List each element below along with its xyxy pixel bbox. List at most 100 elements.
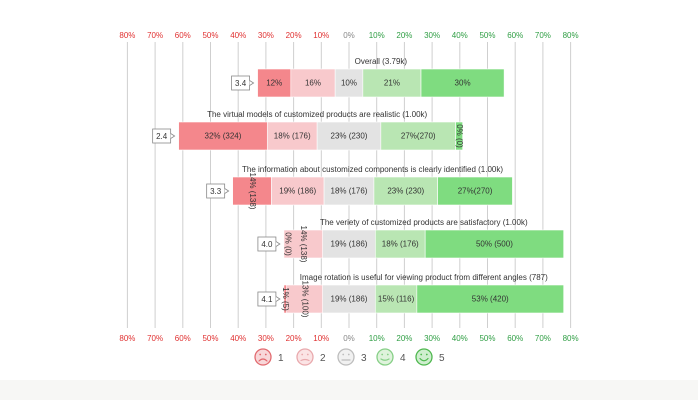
segment-label: 12% — [266, 79, 282, 88]
x-tick-label: 70% — [147, 334, 163, 343]
x-tick-label: 30% — [424, 334, 440, 343]
neutral-face-icon — [337, 348, 355, 366]
bar-segment — [375, 229, 426, 259]
x-tick-label: 20% — [286, 31, 302, 40]
segment-label: 21% — [384, 79, 400, 88]
x-tick-label: 70% — [535, 31, 551, 40]
slight-smile-face-icon — [376, 348, 394, 366]
segment-label: 1% (5) — [281, 287, 290, 311]
segment-label: 18% (176) — [274, 132, 311, 141]
row-title: The virtual models of customized product… — [207, 110, 427, 119]
bar-segment — [316, 121, 382, 151]
bar-segment — [373, 176, 438, 206]
score-pointer — [224, 188, 230, 194]
bar-segment — [375, 284, 418, 314]
smile-face-icon — [415, 348, 433, 366]
legend-label: 2 — [320, 353, 326, 364]
row-title: The veriety of customized products are s… — [320, 218, 528, 227]
legend: 1 2 3 4 5 — [254, 348, 445, 366]
bar-segment — [178, 121, 268, 151]
segment-label: 0% (0) — [455, 124, 464, 148]
segment-label: 16% — [305, 79, 321, 88]
x-tick-label: 0% — [343, 334, 355, 343]
segment-label: 15% (116) — [378, 295, 415, 304]
x-tick-label: 20% — [396, 31, 412, 40]
x-tick-label: 30% — [424, 31, 440, 40]
legend-label: 1 — [278, 353, 284, 364]
segment-label: 50% (500) — [476, 240, 513, 249]
x-tick-label: 50% — [479, 334, 495, 343]
score-value: 2.4 — [156, 132, 168, 141]
bar-segment — [257, 68, 292, 98]
face-eye — [306, 353, 309, 356]
slight-frown-face-icon — [296, 348, 314, 366]
x-tick-label: 60% — [175, 334, 191, 343]
legend-label: 3 — [361, 353, 367, 364]
score-value: 4.0 — [261, 240, 273, 249]
segment-label: 13% (100) — [301, 281, 310, 318]
legend-item: 4 — [376, 348, 406, 366]
segment-label: 0% (0) — [283, 232, 292, 256]
face-mouth — [380, 358, 390, 361]
legend-item: 1 — [254, 348, 284, 366]
segment-label: 27%(270) — [458, 187, 493, 196]
score-value: 3.4 — [235, 79, 247, 88]
score-pointer — [275, 296, 281, 302]
bar-segment — [424, 229, 564, 259]
frown-face-icon — [254, 348, 272, 366]
x-tick-label: 20% — [396, 334, 412, 343]
bar-segment — [322, 229, 376, 259]
x-tick-label: 20% — [286, 334, 302, 343]
score-pointer — [249, 80, 255, 86]
segment-label: 23% (230) — [331, 132, 368, 141]
segment-label: 30% — [455, 79, 471, 88]
x-tick-label: 30% — [258, 31, 274, 40]
chart-row: The information about customized compone… — [206, 165, 513, 210]
bar-segment — [334, 68, 364, 98]
x-tick-label: 70% — [535, 334, 551, 343]
legend-label: 4 — [400, 353, 406, 364]
x-tick-label: 80% — [119, 334, 135, 343]
x-tick-label: 30% — [258, 334, 274, 343]
bar-segment — [420, 68, 505, 98]
x-tick-label: 40% — [452, 334, 468, 343]
x-tick-label: 40% — [452, 31, 468, 40]
x-axis-top: 80% 70% 60% 50% 40% 30% 20% 10% 0% 10% 20% 30% 40% 50… — [119, 31, 578, 40]
face-eye — [259, 353, 262, 356]
bar-segment — [323, 176, 375, 206]
x-tick-label: 70% — [147, 31, 163, 40]
face-eye — [420, 353, 423, 356]
bar-segment — [380, 121, 456, 151]
segment-label: 18% (176) — [331, 187, 368, 196]
face-eye — [381, 353, 384, 356]
bar-segment — [290, 68, 336, 98]
x-tick-label: 50% — [479, 31, 495, 40]
score-value: 4.1 — [261, 295, 273, 304]
x-tick-label: 10% — [369, 334, 385, 343]
x-tick-label: 10% — [313, 31, 329, 40]
legend-label: 5 — [439, 353, 445, 364]
bar-segment — [286, 284, 323, 314]
segment-label: 53% (420) — [472, 295, 509, 304]
segment-label: 14% (138) — [299, 226, 308, 263]
x-tick-label: 80% — [119, 31, 135, 40]
bar-segment — [271, 176, 325, 206]
face-eye — [425, 353, 428, 356]
footer-strip — [0, 380, 698, 400]
x-axis-bottom: 80% 70% 60% 50% 40% 30% 20% 10% 0% 10% 20% 30% 40% 50… — [119, 334, 578, 343]
row-title: The information about customized compone… — [242, 165, 503, 174]
x-tick-label: 50% — [202, 334, 218, 343]
bar-segment — [232, 176, 272, 206]
score-pointer — [170, 133, 176, 139]
face-eye — [342, 353, 345, 356]
x-tick-label: 50% — [202, 31, 218, 40]
chart-rows: Overall (3.79k) 12% 16% 10% 21% 30% 3.4 The vir… — [152, 57, 564, 318]
bar-segment — [437, 176, 513, 206]
segment-label: 19% (186) — [331, 240, 368, 249]
x-tick-label: 80% — [563, 31, 579, 40]
row-title: Overall (3.79k) — [355, 57, 408, 66]
segment-label: 18% (176) — [382, 240, 419, 249]
segment-label: 10% — [341, 79, 357, 88]
